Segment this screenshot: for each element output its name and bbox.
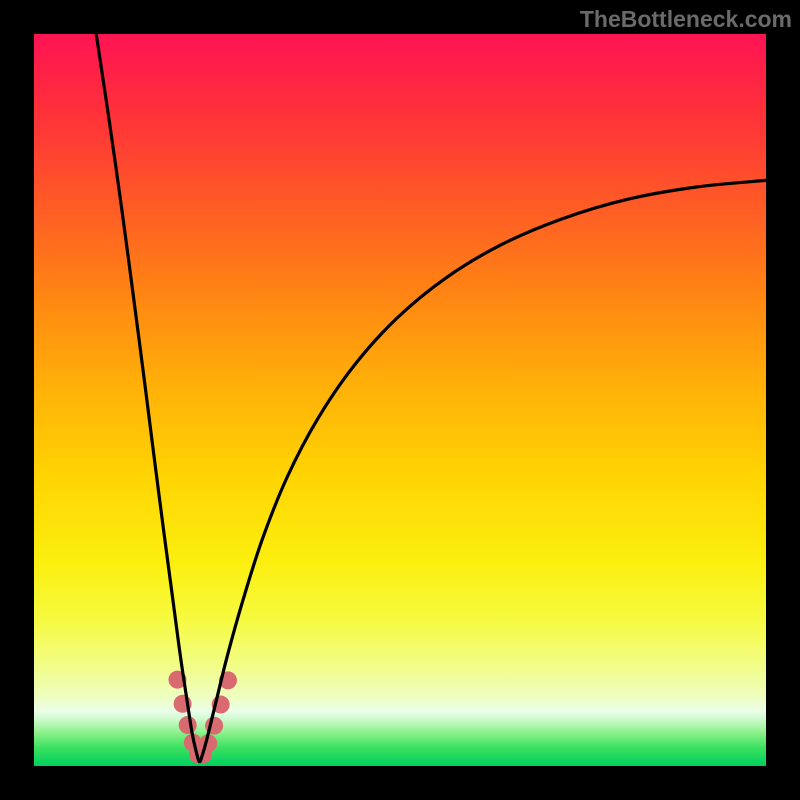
bottleneck-chart	[0, 0, 800, 800]
plot-background-gradient	[34, 34, 766, 766]
watermark-text: TheBottleneck.com	[580, 6, 792, 33]
chart-container: TheBottleneck.com	[0, 0, 800, 800]
data-marker	[179, 716, 197, 734]
